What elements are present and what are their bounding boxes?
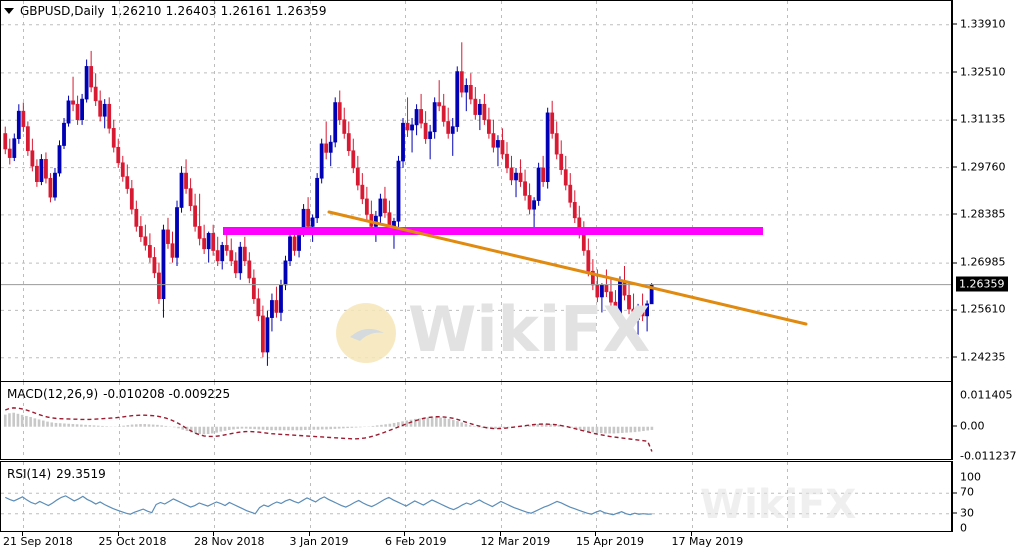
macd-axis-line [952,381,953,460]
price-tick-label: 1.26985 [952,257,1006,268]
price-tick-label: 1.32510 [952,66,1006,77]
price-tick-mark [952,213,957,215]
macd-label-text: MACD(12,26,9) [7,387,99,401]
time-axis-label: 17 May 2019 [671,535,744,548]
current-price-marker: 1.26359 [956,276,1008,292]
price-tick-mark [952,166,957,168]
rsi-value: 29.3519 [56,467,106,481]
price-svg [1,1,951,381]
chart-header: GBPUSD,Daily 1.26210 1.26403 1.26161 1.2… [4,5,327,17]
ohlc-values: 1.26210 1.26403 1.26161 1.26359 [110,4,327,18]
time-axis-tick [22,532,23,536]
price-tick-label: 1.33910 [952,18,1006,29]
macd-panel[interactable]: MACD(12,26,9) -0.010208 -0.009225 [0,381,952,460]
rsi-tick-mark [952,512,957,514]
time-axis-label: 3 Jan 2019 [289,535,349,548]
price-tick-mark [952,119,957,121]
macd-tick-label: -0.011237 [960,449,1017,463]
price-tick-label: 1.29760 [952,161,1006,172]
rsi-tick-label: 30 [952,507,974,518]
time-axis-label: 6 Feb 2019 [385,535,447,548]
macd-values: -0.010208 -0.009225 [103,387,231,401]
macd-plot-area[interactable] [1,382,951,459]
rsi-axis[interactable]: 100 70 30 0 [952,461,1020,535]
time-axis-tick [308,532,310,536]
caret-down-icon[interactable] [4,8,14,14]
rsi-legend: RSI(14) 29.3519 [7,468,106,480]
rsi-tick-label: 0 [960,521,967,535]
price-chart-panel[interactable] [0,0,952,381]
price-axis-line [952,0,953,381]
time-axis-label: 15 Apr 2019 [576,535,645,548]
price-tick-mark [952,356,957,358]
time-axis-label: 21 Sep 2018 [3,535,73,548]
time-axis-label: 12 Mar 2019 [480,535,551,548]
time-axis-label: 28 Nov 2018 [194,535,265,548]
time-axis-label: 25 Oct 2018 [98,535,167,548]
time-axis-tick [499,532,501,536]
rsi-tick-label: 70 [952,487,974,498]
macd-tick-mark [952,425,957,427]
price-tick-mark [952,262,957,264]
price-tick-mark [952,309,957,311]
price-tick-label: 1.31135 [952,114,1006,125]
symbol-period-label: GBPUSD,Daily [20,4,105,18]
time-axis-tick [213,532,214,536]
price-tick-label: 1.28385 [952,208,1006,219]
time-axis-tick [404,532,405,536]
rsi-svg [1,462,951,531]
macd-tick-label: 0.00 [952,420,985,431]
time-axis-tick [595,532,596,536]
macd-tick-label: 0.011405 [960,388,1013,402]
time-axis-tick [117,532,119,536]
price-tick-mark [952,71,957,73]
macd-axis[interactable]: 0.011405 0.00 -0.011237 [952,381,1020,463]
rsi-plot-area[interactable] [1,462,951,531]
macd-legend: MACD(12,26,9) -0.010208 -0.009225 [7,388,230,400]
rsi-tick-mark [952,492,957,494]
price-axis[interactable]: 1.33910 1.32510 1.31135 1.29760 1.28385 1.269… [952,0,1020,381]
price-tick-mark [952,23,957,25]
macd-svg [3,382,788,459]
price-tick-label: 1.25610 [952,304,1006,315]
price-plot-area[interactable] [1,1,951,381]
time-axis-tick [690,532,692,536]
time-axis[interactable]: 21 Sep 2018 25 Oct 2018 28 Nov 2018 3 Jan 2… [0,532,952,556]
rsi-panel[interactable]: RSI(14) 29.3519 [0,461,952,532]
rsi-label-text: RSI(14) [7,467,52,481]
rsi-tick-label: 100 [960,470,981,484]
price-tick-label: 1.24235 [952,351,1006,362]
rsi-axis-line [952,461,953,532]
